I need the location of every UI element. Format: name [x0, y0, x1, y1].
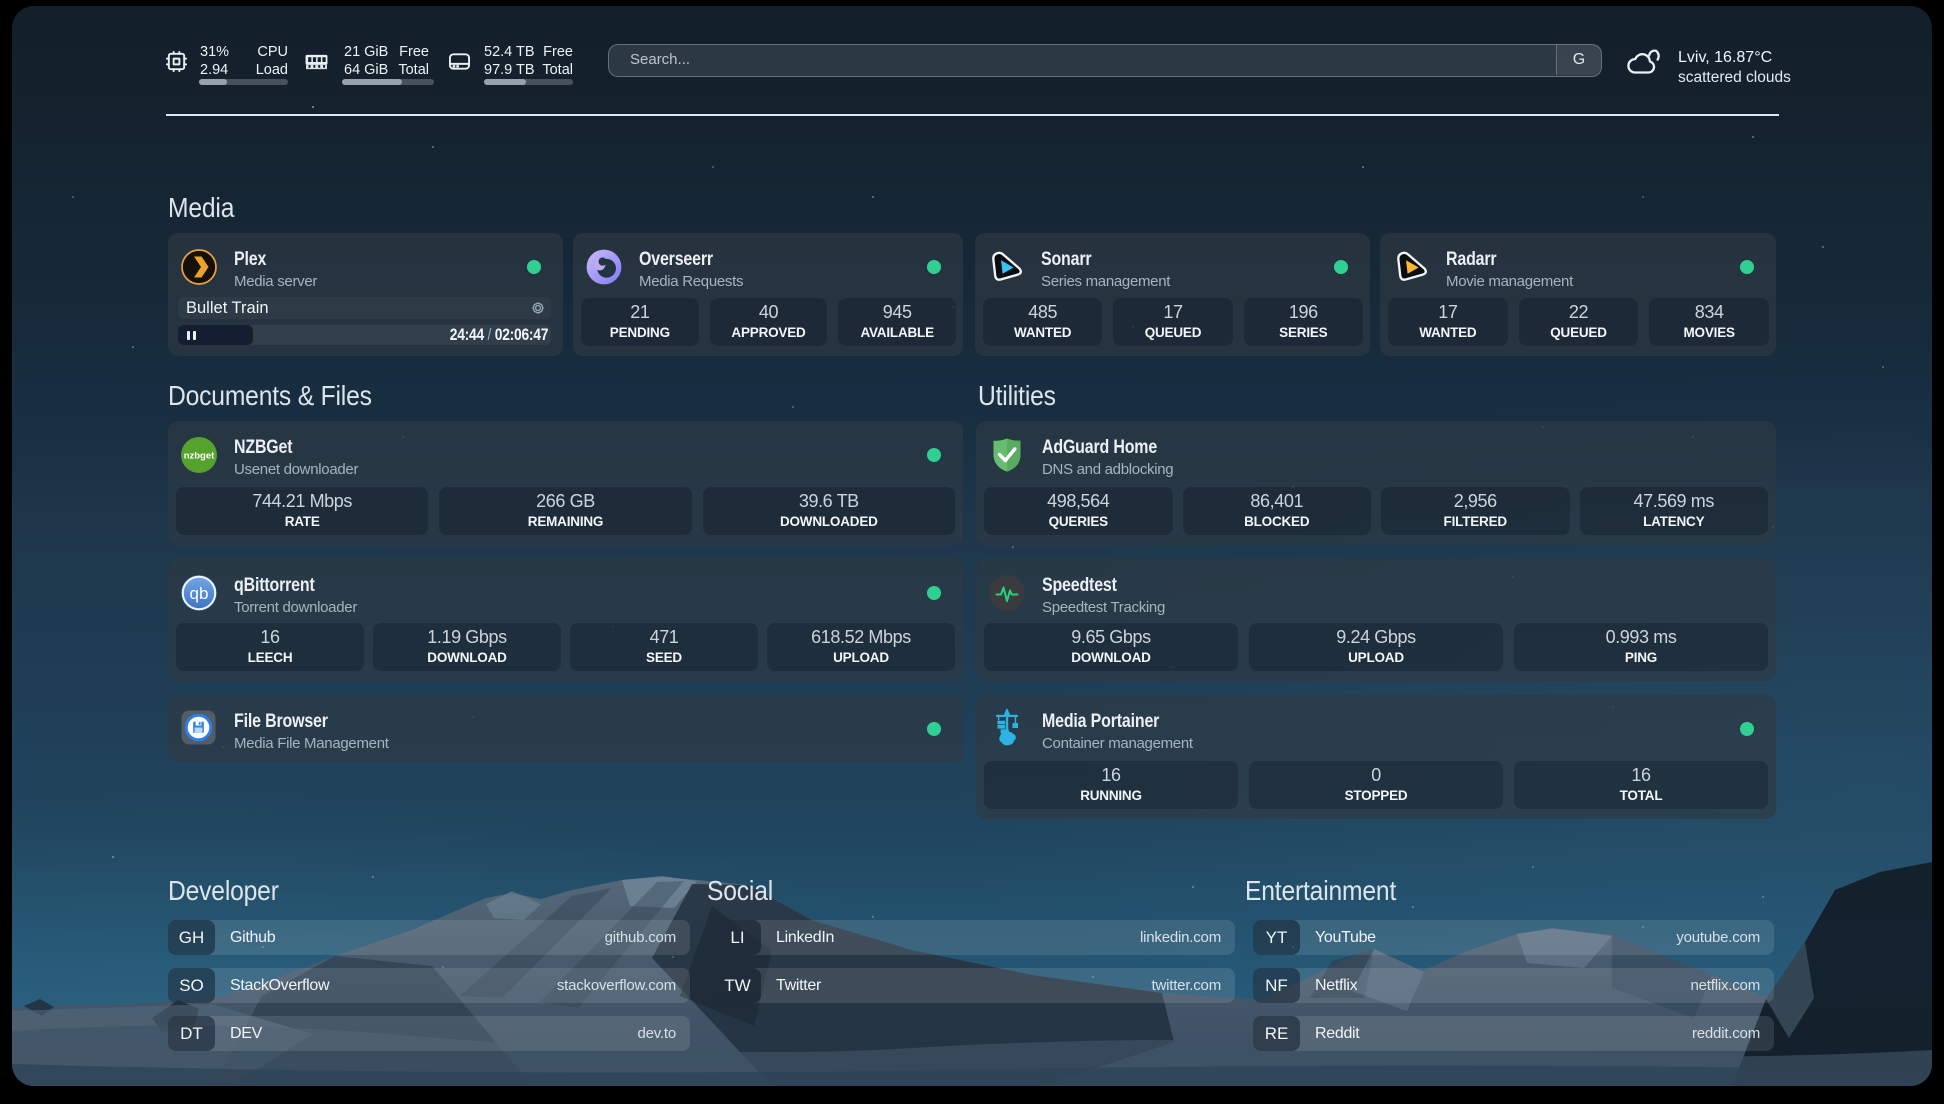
svg-text:qb: qb — [190, 584, 209, 603]
svg-text:nzbget: nzbget — [184, 451, 215, 462]
